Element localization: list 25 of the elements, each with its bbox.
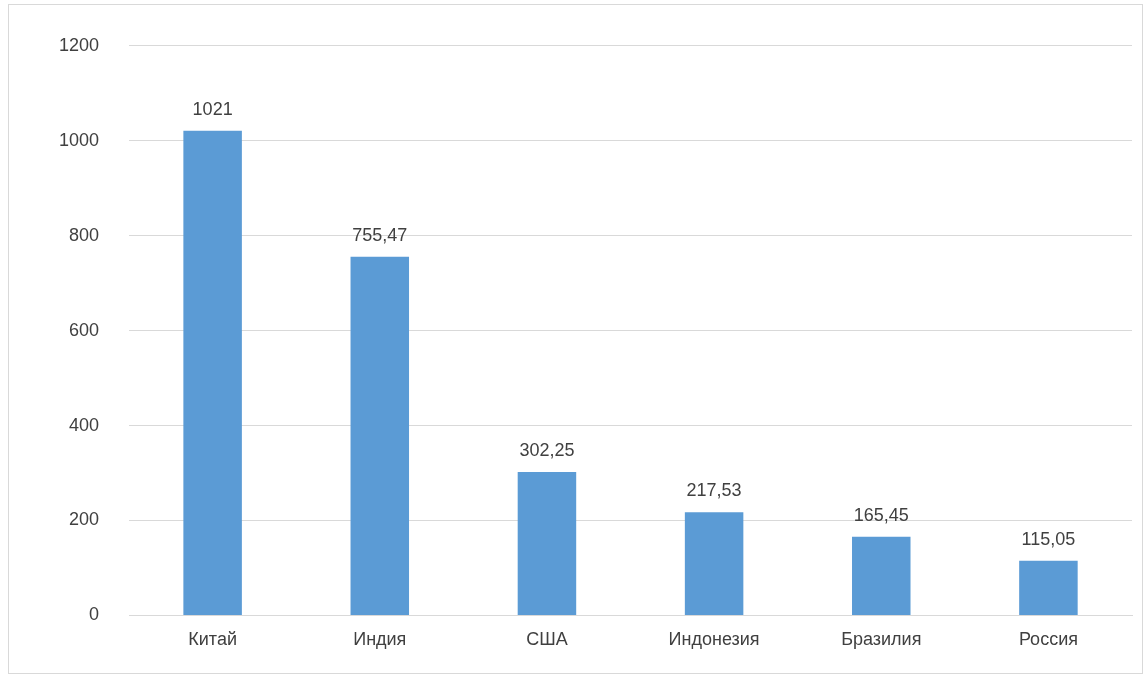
y-tick-label: 200: [69, 509, 100, 530]
x-tick-label: Бразилия: [841, 629, 922, 650]
x-tick-label: Россия: [1018, 629, 1078, 650]
data-label: 115,05: [1021, 528, 1076, 549]
bar: [1019, 560, 1078, 615]
data-label: 1021: [192, 98, 233, 119]
bar: [350, 256, 410, 615]
data-label: 165,45: [853, 504, 909, 525]
y-tick-label: 600: [69, 319, 100, 340]
x-tick-label: Китай: [188, 629, 237, 650]
y-tick-label: 800: [69, 224, 100, 245]
y-tick-label: 1000: [59, 129, 100, 150]
y-tick-label: 1200: [59, 34, 100, 55]
bar: [517, 471, 577, 615]
data-label: 217,53: [686, 480, 742, 501]
x-tick-label: Индия: [353, 629, 407, 650]
bar: [852, 536, 911, 615]
x-tick-label: Индонезия: [668, 629, 760, 650]
bar: [183, 130, 242, 615]
y-tick-label: 400: [69, 414, 100, 435]
data-label: 302,25: [519, 439, 575, 460]
bar: [684, 512, 744, 615]
y-tick-label: 0: [89, 604, 100, 625]
data-label: 755,47: [352, 224, 408, 245]
x-tick-label: США: [526, 629, 568, 650]
